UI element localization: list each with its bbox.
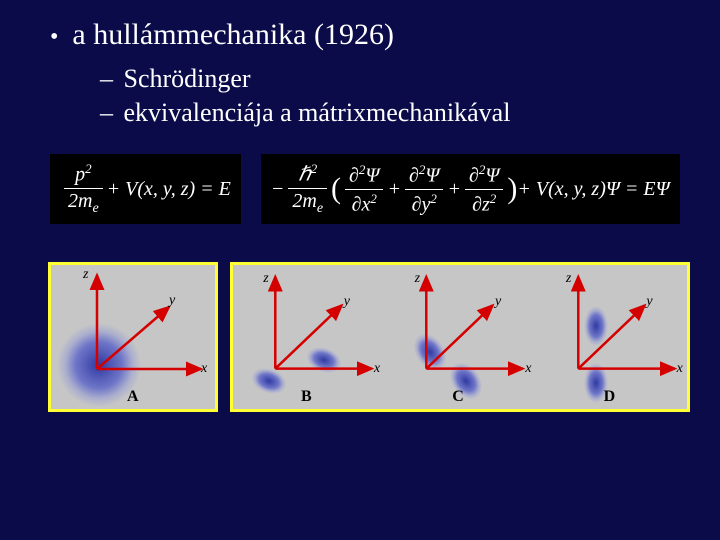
- eq1-sub-e: e: [92, 201, 98, 216]
- sub-item-1-text: Schrödinger: [124, 64, 251, 93]
- eq2-tail: + V(x, y, z)Ψ = EΨ: [517, 178, 669, 201]
- eq2-hbar: ℏ: [298, 164, 311, 186]
- axis-y-a: y: [169, 293, 175, 309]
- orbital-row: x y z A x y z B x y z C x y z D: [48, 262, 690, 412]
- dash-2: –: [100, 98, 113, 127]
- eq1-2m: 2m: [68, 190, 92, 212]
- axis-x-a: x: [201, 361, 207, 377]
- bullet-dot: •: [50, 22, 58, 52]
- eq2-plus2: +: [447, 178, 461, 201]
- eq2-2m: 2m: [292, 190, 316, 212]
- panel-c-label: C: [452, 388, 464, 406]
- slide: • a hullámmechanika (1926) – Schrödinger…: [0, 0, 720, 540]
- eq2-sub-e: e: [317, 201, 323, 216]
- sub-item-2-text: ekvivalenciája a mátrixmechanikával: [124, 98, 511, 127]
- panel-b-label: B: [301, 388, 312, 406]
- panel-c: x y z C: [384, 265, 535, 409]
- dash-1: –: [100, 64, 113, 93]
- panel-d-label: D: [604, 388, 616, 406]
- sub-item-1: – Schrödinger: [100, 64, 690, 94]
- equation-1: p2 2me + V(x, y, z) = E: [50, 154, 241, 224]
- panel-b: x y z B: [233, 265, 384, 409]
- bullet-title: a hullámmechanika (1926): [72, 18, 394, 52]
- eq1-rest: + V(x, y, z) = E: [107, 178, 231, 201]
- panel-d: x y z D: [536, 265, 687, 409]
- eq2-rparen: ): [507, 172, 517, 206]
- equation-2: − ℏ2 2me ( ∂2Ψ ∂x2 + ∂2Ψ ∂y2 + ∂2Ψ: [261, 154, 680, 224]
- axis-x-b: x: [374, 361, 380, 377]
- eq2-dx: ∂2Ψ ∂x2: [345, 163, 383, 215]
- eq2-lparen: (: [331, 172, 341, 206]
- eq2-plus1: +: [387, 178, 401, 201]
- eq1-fraction: p2 2me: [64, 162, 103, 216]
- panel-a-label: A: [127, 388, 139, 406]
- eq2-minus: −: [271, 178, 285, 201]
- panel-bcd: x y z B x y z C x y z D: [230, 262, 690, 412]
- bullet-title-line: • a hullámmechanika (1926): [50, 18, 690, 52]
- eq2-hbar-frac: ℏ2 2me: [288, 162, 327, 216]
- axis-z-b: z: [263, 271, 268, 287]
- axis-x-d: x: [677, 361, 683, 377]
- panel-a: x y z A: [48, 262, 218, 412]
- eq2-dy: ∂2Ψ ∂y2: [405, 163, 443, 215]
- sub-item-2: – ekvivalenciája a mátrixmechanikával: [100, 98, 690, 128]
- axis-z-a: z: [83, 267, 88, 283]
- axis-z-c: z: [415, 271, 420, 287]
- eq2-dz: ∂2Ψ ∂z2: [465, 163, 503, 215]
- eq1-p: p: [75, 164, 85, 186]
- axis-y-c: y: [495, 294, 501, 310]
- equation-row: p2 2me + V(x, y, z) = E − ℏ2 2me ( ∂2Ψ ∂…: [50, 154, 690, 224]
- axis-y-b: y: [344, 294, 350, 310]
- axis-z-d: z: [566, 271, 571, 287]
- axis-y-d: y: [646, 294, 652, 310]
- axis-x-c: x: [525, 361, 531, 377]
